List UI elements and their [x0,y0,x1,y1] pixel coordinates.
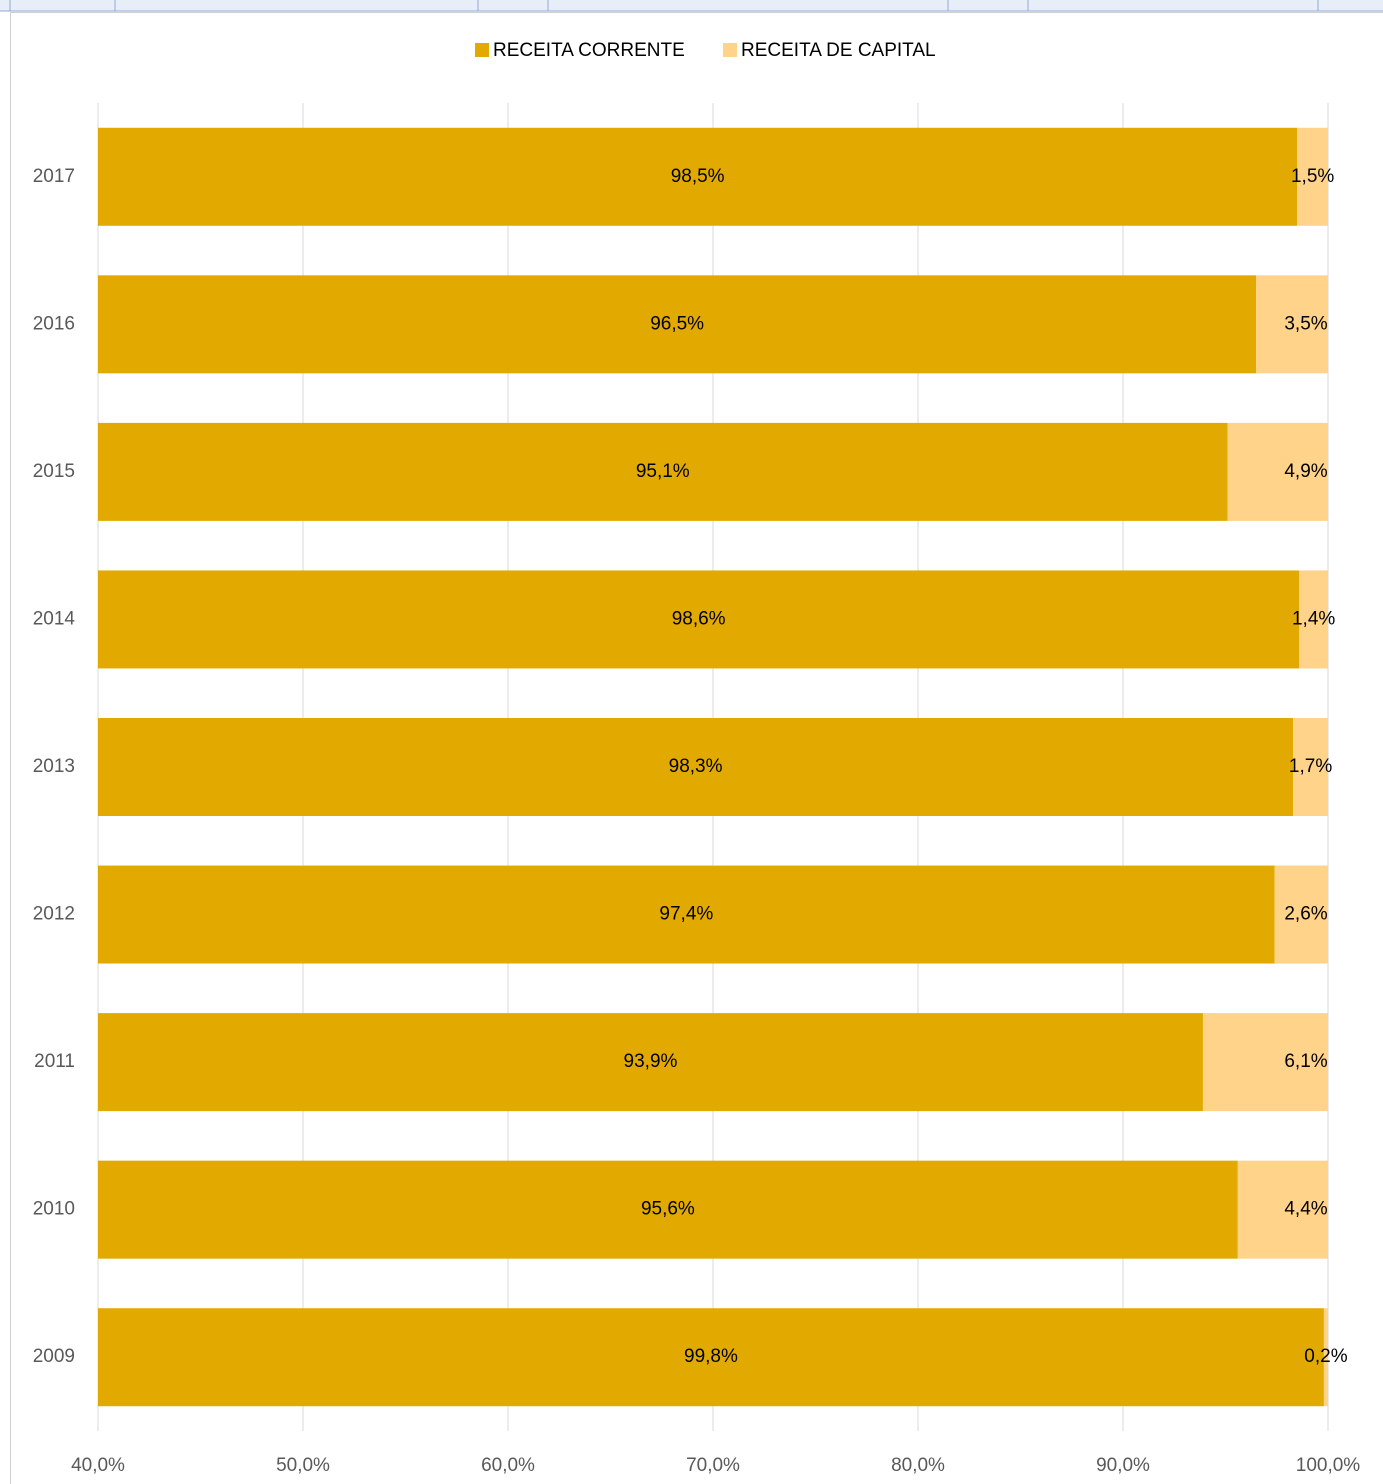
bar-segment [98,127,1298,226]
sheet-header [0,0,1383,12]
bar-segment [98,1160,1238,1259]
bar-segment [98,275,1257,374]
y-tick-label: 2017 [33,166,75,187]
bar-segment [98,718,1294,816]
data-label: 1,4% [1292,608,1335,629]
y-tick-label: 2011 [34,1051,75,1072]
data-label: 1,7% [1289,756,1332,777]
data-label: 0,2% [1304,1346,1347,1367]
y-tick-label: 2012 [33,904,75,925]
bar-segment [98,422,1228,521]
y-tick-label: 2015 [33,461,75,482]
x-tick-label: 50,0% [276,1455,330,1476]
data-label: 1,5% [1291,166,1334,187]
data-label: 6,1% [1284,1051,1327,1072]
y-tick-label: 2013 [33,756,75,777]
data-label: 98,3% [669,756,723,777]
bar-segment [98,1013,1203,1112]
x-tick-label: 100,0% [1296,1455,1361,1476]
bar-segment [1237,1160,1328,1259]
data-label: 3,5% [1284,313,1327,334]
data-label: 98,5% [671,166,725,187]
x-tick-label: 60,0% [481,1455,535,1476]
y-tick-label: 2014 [33,608,76,629]
header-strip [0,0,1383,11]
data-label: 4,4% [1284,1199,1327,1220]
data-label: 95,1% [636,461,690,482]
bar-segment [1297,127,1328,226]
data-label: 4,9% [1284,461,1327,482]
bar-segment [1299,570,1328,669]
bar-segment [98,1308,1324,1407]
legend-swatch [475,43,489,57]
y-tick-label: 2009 [33,1346,75,1367]
y-tick-label: 2010 [33,1199,75,1220]
bar-segment [1256,275,1328,374]
data-label: 96,5% [650,313,704,334]
bar-segment [98,570,1300,669]
x-tick-label: 80,0% [891,1455,945,1476]
legend-swatch [723,43,737,57]
data-label: 2,6% [1284,904,1327,925]
bar-segment [1323,1308,1328,1407]
bar-segment [1202,1013,1328,1112]
data-label: 98,6% [672,608,726,629]
data-label: 93,9% [624,1051,678,1072]
data-label: 95,6% [641,1199,695,1220]
data-label: 99,8% [684,1346,738,1367]
bar-segment [1293,718,1328,816]
bar-segment [98,865,1275,964]
bar-segment [1227,422,1328,521]
y-tick-label: 2016 [33,313,75,334]
x-tick-label: 40,0% [71,1455,125,1476]
legend-label: RECEITA CORRENTE [493,40,685,61]
legend-label: RECEITA DE CAPITAL [741,40,936,61]
bar-segment [1274,865,1328,964]
x-tick-label: 90,0% [1096,1455,1150,1476]
x-tick-label: 70,0% [686,1455,740,1476]
data-label: 97,4% [659,904,713,925]
